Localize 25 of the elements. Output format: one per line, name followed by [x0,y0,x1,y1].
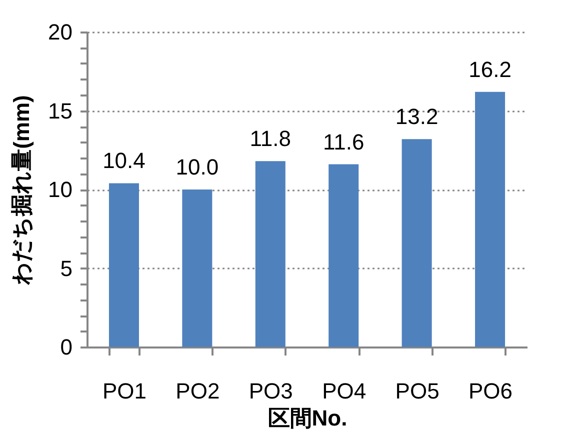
y-axis-title: わだち掘れ量(mm) [9,95,34,286]
data-label: 11.8 [250,126,291,152]
bar [108,183,139,347]
y-tick-label: 10 [48,177,72,202]
data-label: 11.6 [323,129,364,154]
bar [328,164,359,347]
y-tick-label: 15 [48,98,72,124]
y-tick-label: 0 [60,334,72,360]
x-tick-label: PO5 [395,378,440,404]
bar [182,190,212,347]
x-tick-label: PO2 [176,378,220,404]
y-tick-label: 20 [48,20,72,44]
data-label: 10.0 [176,154,219,180]
bar [255,161,286,347]
data-label: 13.2 [395,104,438,130]
x-tick-label: PO3 [248,378,293,404]
data-label: 16.2 [468,56,512,82]
x-tick-label: PO4 [322,378,366,404]
bar [402,139,432,347]
bar [475,92,506,347]
data-label: 10.4 [102,148,146,174]
y-tick-label: 5 [60,256,72,281]
x-tick-label: PO6 [468,378,513,404]
x-tick-label: PO1 [102,378,146,404]
x-axis-title: 区間No. [268,406,348,430]
